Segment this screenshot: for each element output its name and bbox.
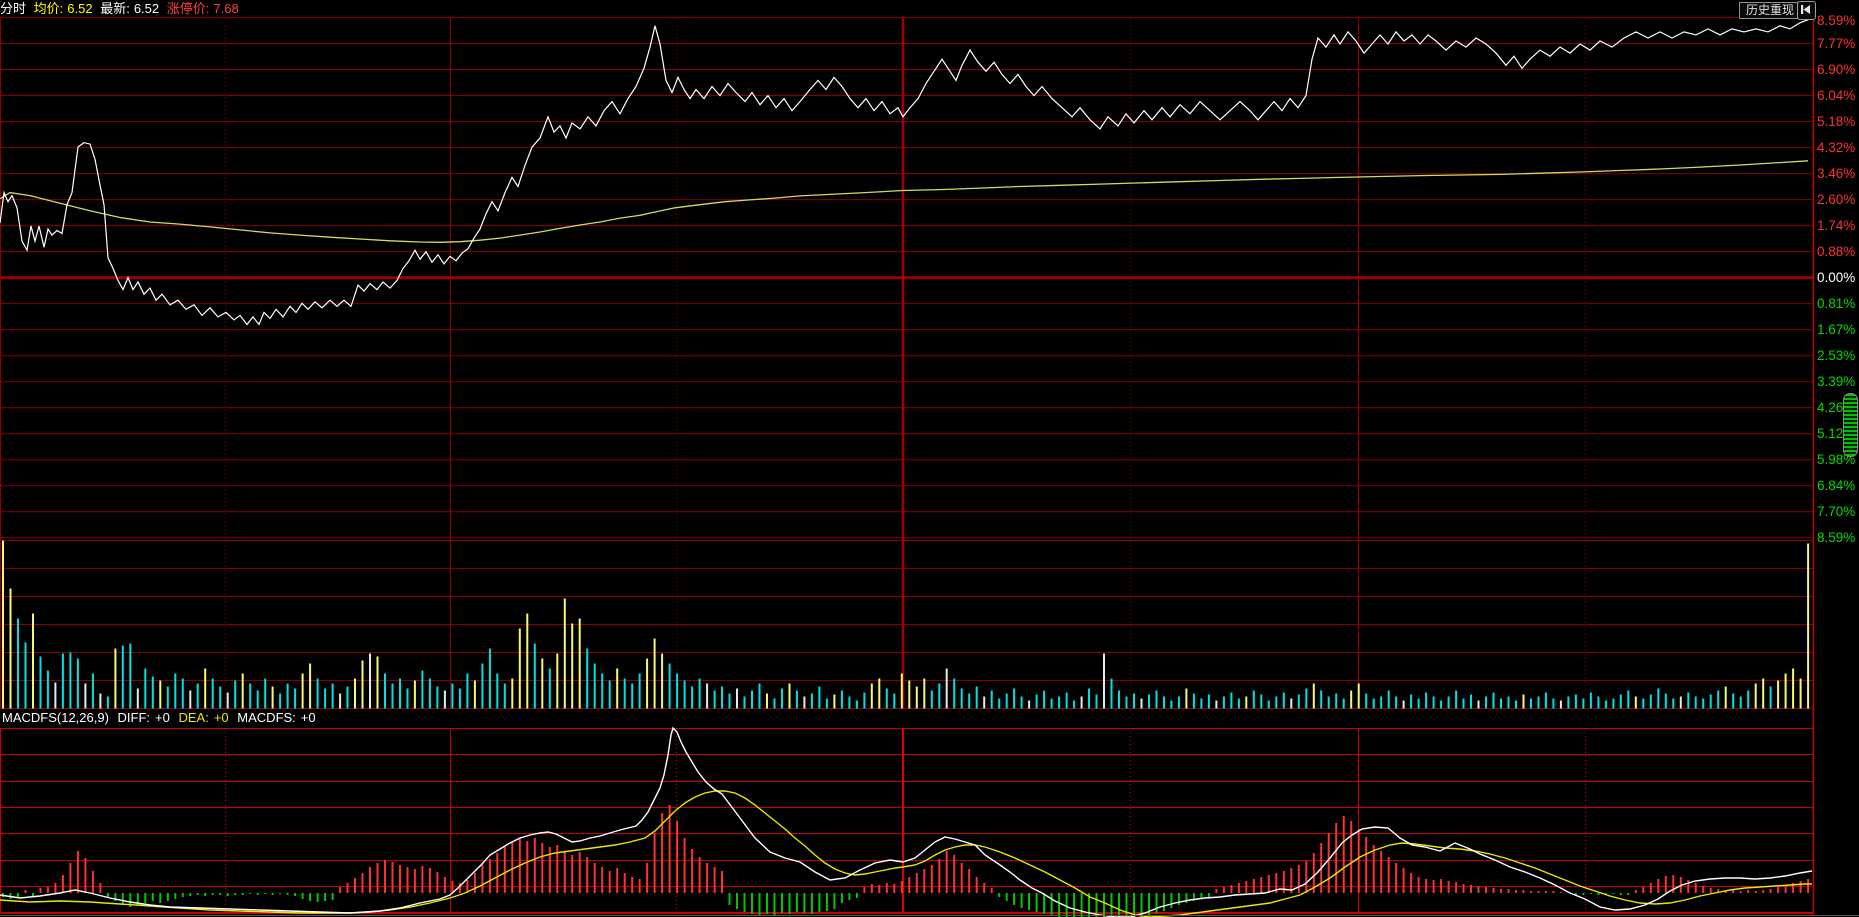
y-axis-label: 8.59% bbox=[1817, 529, 1856, 545]
y-axis-label: 8.59% bbox=[1817, 13, 1856, 28]
y-axis-label: 6.84% bbox=[1817, 477, 1856, 493]
y-axis-label: 2.60% bbox=[1817, 191, 1856, 207]
y-axis-label: 0.00% bbox=[1817, 269, 1856, 285]
y-axis-label: 5.18% bbox=[1817, 113, 1856, 129]
macd-value: +0 bbox=[300, 710, 316, 725]
macd-indicator-header: MACDFS(12,26,9) DIFF: +0 DEA: +0 MACDFS: +0 bbox=[2, 710, 321, 726]
chart-type-label: 分时 bbox=[0, 1, 27, 16]
y-axis-label: 7.70% bbox=[1817, 503, 1856, 519]
y-axis-label: 0.81% bbox=[1817, 295, 1856, 311]
y-axis-label: 7.77% bbox=[1817, 35, 1856, 51]
y-axis-label: 2.53% bbox=[1817, 347, 1856, 363]
macd-indicator-name: MACDFS(12,26,9) bbox=[2, 710, 109, 725]
y-axis-label: 6.90% bbox=[1817, 61, 1856, 77]
skip-to-start-button[interactable] bbox=[1797, 1, 1816, 20]
y-axis-label: 3.39% bbox=[1817, 373, 1856, 389]
y-axis-label: 6.04% bbox=[1817, 87, 1856, 103]
latest-price-label: 最新: bbox=[100, 1, 130, 16]
window-bottom-edge bbox=[0, 915, 1859, 916]
y-axis-label: 4.32% bbox=[1817, 139, 1856, 155]
skip-to-start-icon bbox=[1801, 5, 1810, 14]
macd-value-label: MACDFS: bbox=[237, 710, 296, 725]
history-replay-button[interactable]: 历史重现 bbox=[1739, 2, 1802, 19]
y-axis-label: 1.74% bbox=[1817, 217, 1856, 233]
diff-label: DIFF: bbox=[117, 710, 151, 725]
right-scrollbar-thumb[interactable] bbox=[1843, 393, 1858, 457]
limit-up-price-value: 7.68 bbox=[213, 1, 239, 16]
latest-price-value: 6.52 bbox=[133, 1, 160, 16]
diff-value: +0 bbox=[155, 710, 170, 725]
avg-price-label: 均价: bbox=[33, 1, 64, 16]
y-axis-label: 1.67% bbox=[1817, 321, 1856, 337]
limit-up-price-label: 涨停价: bbox=[166, 1, 210, 16]
dea-value: +0 bbox=[213, 710, 229, 725]
avg-price-value: 6.52 bbox=[67, 1, 93, 16]
chart-header: 分时 均价: 6.52 最新: 6.52 涨停价: 7.68 bbox=[0, 1, 243, 17]
y-axis-label: 3.46% bbox=[1817, 165, 1856, 181]
dea-label: DEA: bbox=[178, 710, 209, 725]
y-axis-label: 0.88% bbox=[1817, 243, 1856, 259]
